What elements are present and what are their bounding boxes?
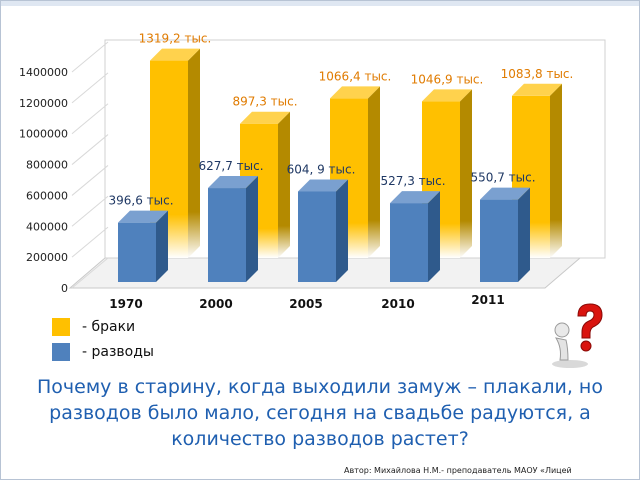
- bar-chart: 0 200000 400000 600000 800000 1000000 1200000 1…: [19, 32, 606, 311]
- y-tick-label: 1400000: [19, 66, 68, 79]
- data-label-divorces: 550,7 тыс.: [470, 171, 535, 185]
- gridline: [71, 103, 109, 135]
- gridline: [71, 72, 109, 104]
- chart-bars: 1319,2 тыс. 897,3 тыс. 1066,4 тыс. 1046,9 т…: [108, 32, 573, 282]
- bar-divorces: [390, 191, 440, 282]
- x-tick-label: 2000: [199, 297, 232, 311]
- author-credit: Автор: Михайлова Н.М.- преподаватель МАО…: [344, 466, 572, 475]
- data-label-marriages: 1083,8 тыс.: [501, 67, 574, 81]
- y-tick-label: 400000: [26, 220, 68, 233]
- data-label-marriages: 1046,9 тыс.: [411, 72, 484, 86]
- legend-swatch-divorces: [52, 343, 70, 361]
- y-tick-label: 1200000: [19, 97, 68, 110]
- bar-marriages: [330, 86, 380, 258]
- legend-label-marriages: - браки: [82, 319, 136, 335]
- question-mark-figure-icon: [552, 303, 603, 368]
- data-label-marriages: 897,3 тыс.: [232, 95, 297, 109]
- data-label-divorces: 604, 9 тыс.: [287, 162, 356, 176]
- data-label-divorces: 627,7 тыс.: [198, 159, 263, 173]
- y-tick-label: 1000000: [19, 128, 68, 141]
- legend-swatch-marriages: [52, 318, 70, 336]
- bar-divorces: [118, 210, 168, 282]
- question-text: Почему в старину, когда выходили замуж –…: [37, 376, 603, 450]
- data-label-marriages: 1319,2 тыс.: [139, 32, 212, 46]
- y-axis: 0 200000 400000 600000 800000 1000000 1200000 1…: [19, 41, 109, 295]
- gridline: [71, 41, 109, 73]
- gridline: [71, 195, 109, 227]
- y-tick-label: 600000: [26, 189, 68, 202]
- x-axis-labels: 1970 2000 2005 2010 2011: [109, 293, 504, 311]
- y-tick-label: 200000: [26, 251, 68, 264]
- x-tick-label: 2011: [471, 293, 504, 307]
- bar-divorces: [480, 187, 530, 282]
- data-label-divorces: 527,3 тыс.: [380, 174, 445, 188]
- x-tick-label: 1970: [109, 297, 142, 311]
- legend-item-marriages: - браки: [52, 318, 135, 336]
- bar-divorces: [298, 179, 348, 282]
- bar-marriages: [150, 48, 200, 258]
- gridline: [71, 226, 109, 258]
- y-tick-label: 800000: [26, 159, 68, 172]
- bar-divorces: [208, 176, 258, 282]
- top-strip: [0, 0, 640, 6]
- gridline: [71, 165, 109, 196]
- y-tick-label: 0: [61, 282, 68, 295]
- x-tick-label: 2010: [381, 297, 414, 311]
- gridline: [71, 257, 109, 289]
- gridline: [71, 134, 109, 165]
- data-label-divorces: 396,6 тыс.: [108, 194, 173, 208]
- legend-label-divorces: - разводы: [82, 344, 154, 360]
- data-label-marriages: 1066,4 тыс.: [319, 69, 392, 83]
- x-tick-label: 2005: [289, 297, 322, 311]
- legend-item-divorces: - разводы: [52, 343, 154, 361]
